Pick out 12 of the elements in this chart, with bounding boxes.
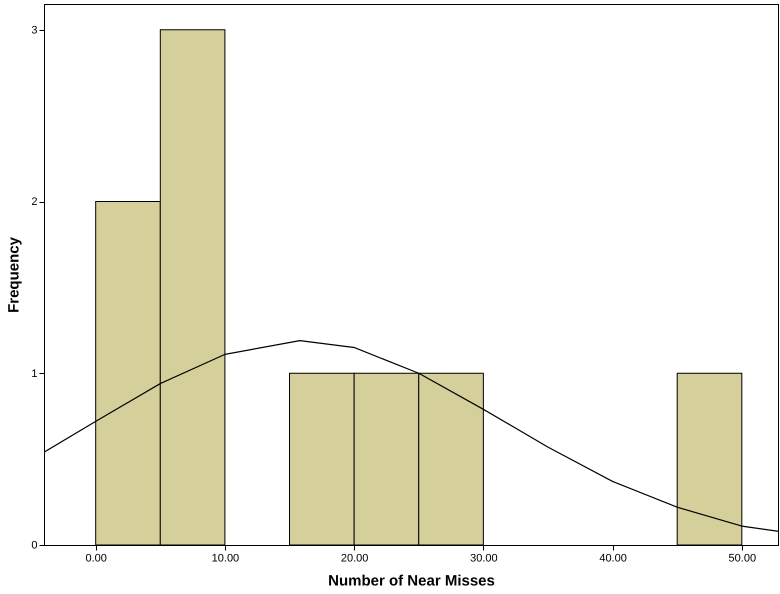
x-axis-title: Number of Near Misses xyxy=(328,572,495,590)
y-tick-label: 1 xyxy=(31,368,38,380)
x-tick-label: 40.00 xyxy=(599,552,627,564)
x-tick-label: 50.00 xyxy=(728,552,756,564)
y-tick-label: 0 xyxy=(31,540,38,552)
y-tick-label: 2 xyxy=(31,196,38,208)
y-tick-label: 3 xyxy=(31,24,38,36)
x-tick-label: 0.00 xyxy=(85,552,107,564)
x-tick-label: 20.00 xyxy=(340,552,368,564)
x-tick-label: 10.00 xyxy=(212,552,240,564)
x-tick-label: 30.00 xyxy=(470,552,498,564)
y-axis-title: Frequency xyxy=(5,236,22,313)
